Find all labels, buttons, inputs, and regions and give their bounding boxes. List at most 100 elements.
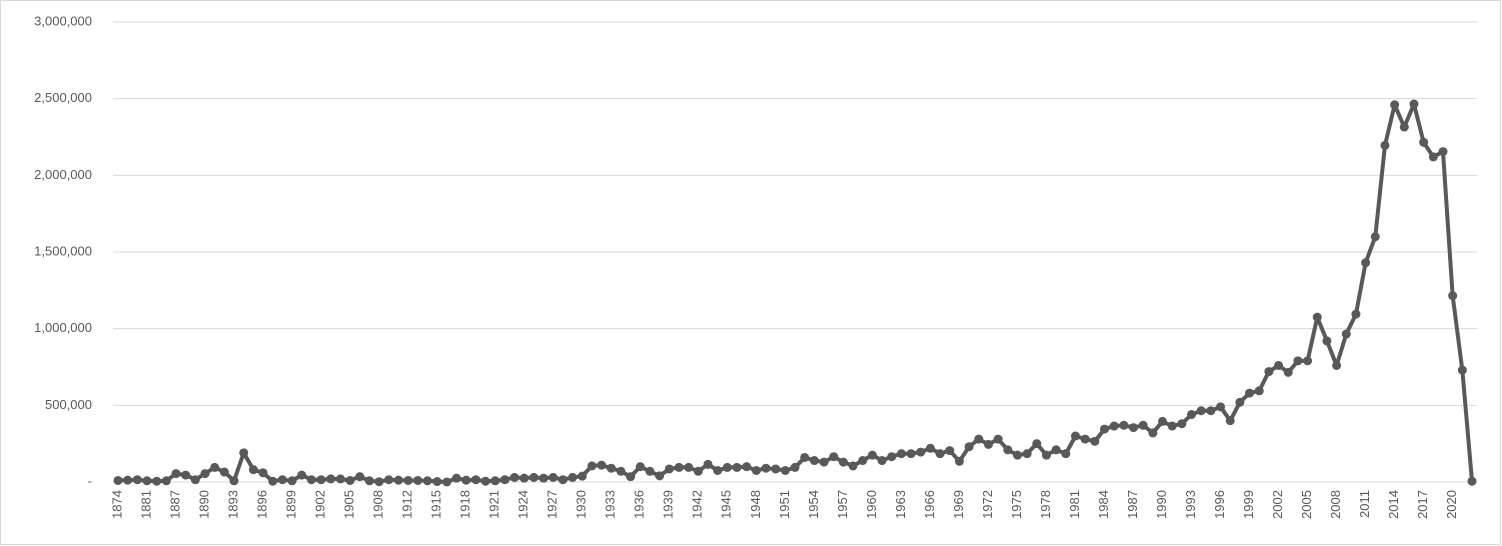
- data-point: [1158, 416, 1168, 426]
- data-point: [374, 477, 384, 487]
- data-point: [790, 462, 800, 472]
- x-tick-label: 2020: [1444, 490, 1459, 519]
- data-point: [838, 457, 848, 467]
- data-point: [1138, 420, 1148, 430]
- data-point: [422, 476, 432, 486]
- data-point: [432, 477, 442, 487]
- data-point: [1283, 367, 1293, 377]
- data-point: [906, 449, 916, 459]
- x-tick-label: 1918: [458, 490, 473, 519]
- x-tick-label: 1972: [980, 490, 995, 519]
- data-point: [500, 475, 510, 485]
- data-point: [519, 473, 529, 483]
- data-point: [674, 462, 684, 472]
- data-point: [461, 475, 471, 485]
- x-tick-label: 1927: [545, 490, 560, 519]
- data-point: [190, 475, 200, 485]
- data-point: [1390, 100, 1400, 110]
- x-tick-label: 1933: [603, 490, 618, 519]
- x-tick-label: 1966: [922, 490, 937, 519]
- data-point: [1070, 431, 1080, 441]
- data-point: [916, 447, 926, 457]
- data-point: [684, 462, 694, 472]
- data-point: [1196, 406, 1206, 416]
- data-point: [1032, 439, 1042, 449]
- x-tick-label: 1990: [1154, 490, 1169, 519]
- data-point: [248, 465, 258, 475]
- x-tick-label: 1969: [951, 490, 966, 519]
- data-point: [1012, 450, 1022, 460]
- data-point: [742, 462, 752, 472]
- data-point: [1206, 406, 1216, 416]
- data-point: [945, 446, 955, 456]
- data-point: [693, 466, 703, 476]
- data-point: [645, 466, 655, 476]
- data-point: [123, 475, 133, 485]
- data-point: [1254, 386, 1264, 396]
- x-tick-label: 1887: [167, 490, 182, 519]
- data-point: [268, 476, 278, 486]
- x-tick-label: 1912: [400, 490, 415, 519]
- x-tick-label: 1996: [1212, 490, 1227, 519]
- data-point: [954, 456, 964, 466]
- x-tick-label: 1921: [487, 490, 502, 519]
- data-point: [780, 466, 790, 475]
- data-point: [1245, 388, 1255, 398]
- data-point: [577, 471, 587, 481]
- data-point: [335, 474, 345, 484]
- x-tick-label: 1987: [1125, 490, 1140, 519]
- data-point: [326, 474, 336, 484]
- data-point: [1419, 137, 1429, 147]
- x-tick-label: 2008: [1328, 490, 1343, 519]
- data-point: [364, 476, 374, 486]
- x-tick-label: 1942: [690, 490, 705, 519]
- x-tick-label: 1936: [632, 490, 647, 519]
- data-point: [229, 476, 239, 486]
- data-point: [1022, 449, 1032, 459]
- data-point: [1099, 424, 1109, 434]
- data-point: [1293, 356, 1303, 366]
- data-point: [1332, 360, 1342, 370]
- data-point: [297, 470, 307, 480]
- data-point: [1274, 360, 1284, 370]
- data-point: [1361, 258, 1371, 268]
- data-point: [800, 452, 810, 462]
- x-tick-label: 1960: [864, 490, 879, 519]
- data-point: [732, 462, 742, 472]
- y-tick-label: 3,000,000: [34, 13, 92, 28]
- data-point: [703, 459, 713, 469]
- data-point: [1051, 445, 1061, 455]
- y-tick-label: 1,000,000: [34, 320, 92, 335]
- data-point: [1312, 312, 1322, 322]
- data-point: [452, 473, 461, 483]
- data-point: [896, 449, 906, 459]
- y-tick-label: -: [88, 473, 92, 488]
- x-tick-label: 2017: [1415, 490, 1430, 519]
- data-point: [877, 456, 887, 466]
- data-point: [403, 475, 413, 485]
- x-tick-label: 1924: [516, 490, 531, 519]
- data-point: [1225, 416, 1235, 426]
- data-point: [548, 472, 558, 482]
- data-point: [277, 475, 287, 485]
- x-tick-label: 1954: [806, 490, 821, 519]
- data-point: [935, 449, 945, 459]
- x-tick-label: 1874: [109, 490, 124, 519]
- data-point: [1177, 419, 1187, 429]
- x-tick-label: 1975: [1009, 490, 1024, 519]
- data-point: [529, 472, 539, 482]
- data-point: [664, 464, 674, 474]
- data-point: [345, 475, 355, 485]
- data-point: [132, 475, 142, 485]
- data-point: [1187, 410, 1197, 420]
- data-point: [287, 476, 297, 486]
- x-tick-label: 1993: [1183, 490, 1198, 519]
- data-point: [200, 469, 210, 479]
- data-point: [1148, 428, 1158, 438]
- data-point: [606, 463, 616, 473]
- data-point: [809, 456, 819, 466]
- data-point: [1457, 365, 1467, 375]
- data-point: [1380, 140, 1390, 150]
